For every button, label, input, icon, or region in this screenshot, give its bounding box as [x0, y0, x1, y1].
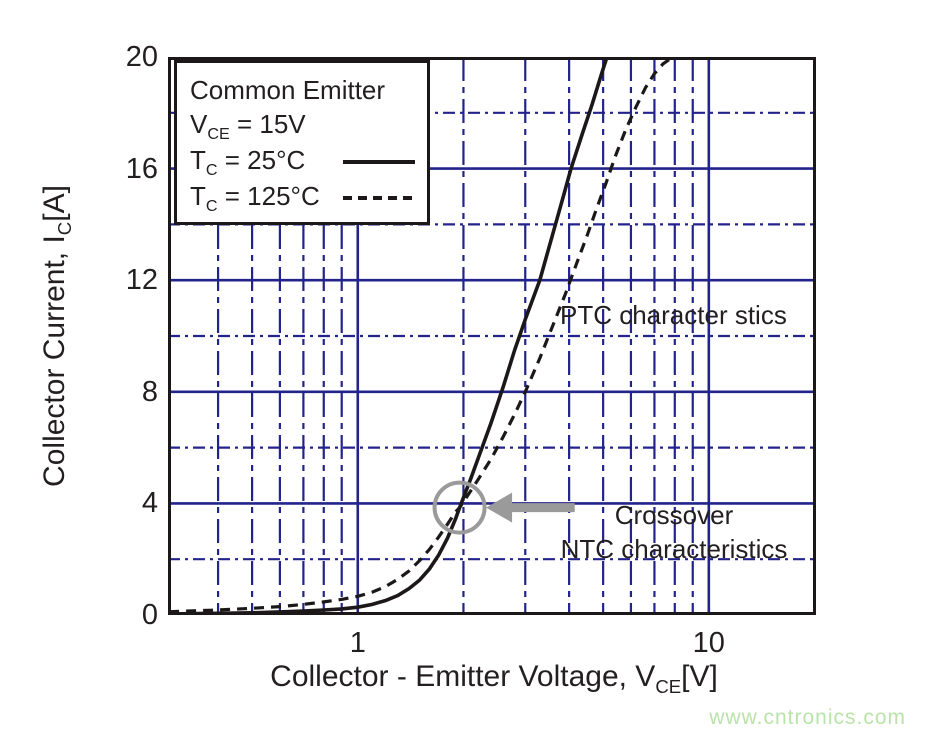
- y-axis-title: Collector Current, IC[A]: [38, 185, 75, 487]
- y-tick-label: 0: [141, 599, 158, 631]
- curve-tc25: [170, 59, 609, 613]
- x-tick-label: 1: [349, 627, 366, 659]
- legend-entry-25c: TC = 25°C: [190, 145, 419, 181]
- y-tick-label: 4: [141, 487, 158, 520]
- curve-tc125: [170, 59, 673, 613]
- crossover-annotation-line2: NTC characteristics: [560, 534, 788, 564]
- legend-title-text: Common Emitter: [190, 75, 386, 106]
- legend-title: Common Emitter: [190, 73, 419, 109]
- y-tick-label: 16: [125, 152, 158, 185]
- watermark: www.cntronics.com: [709, 706, 906, 729]
- legend-entry-25c-text: TC = 25°C: [190, 144, 306, 179]
- ptc-annotation: PTC character stics: [560, 300, 787, 330]
- legend-entry-125c: TC = 125°C: [190, 180, 419, 216]
- crossover-annotation: Crossover NTC characteristics: [543, 498, 805, 566]
- y-tick-label: 12: [125, 264, 158, 297]
- plot-border: [168, 57, 816, 615]
- crossover-circle: [432, 480, 487, 535]
- x-axis-title: Collector - Emitter Voltage, VCE[V]: [270, 660, 718, 697]
- legend-box: Common Emitter VCE = 15V TC = 25°C TC = …: [174, 60, 430, 225]
- legend-condition: VCE = 15V: [190, 109, 419, 145]
- legend-condition-text: VCE = 15V: [190, 109, 306, 144]
- legend-dashed-line-sample: [343, 196, 415, 201]
- y-tick-label: 20: [125, 41, 158, 73]
- y-tick-label: 8: [141, 375, 158, 408]
- legend-entry-125c-text: TC = 125°C: [190, 180, 320, 215]
- legend-solid-line-sample: [343, 160, 415, 165]
- crossover-arrow-head: [486, 492, 513, 523]
- x-tick-label: 10: [692, 627, 725, 659]
- crossover-annotation-line1: Crossover: [614, 500, 734, 530]
